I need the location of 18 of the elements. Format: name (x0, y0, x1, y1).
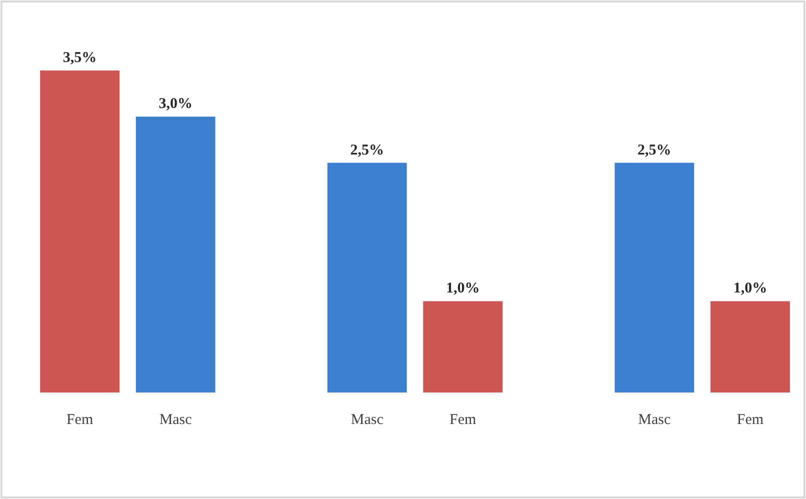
x-tick-label: Fem (450, 412, 477, 428)
bar (709, 300, 791, 394)
bar (422, 300, 504, 394)
data-label: 3,0% (158, 96, 192, 112)
x-tick-label: Masc (350, 412, 384, 428)
bar (326, 162, 408, 394)
x-tick-label: Fem (66, 412, 94, 428)
data-label: 2,5% (638, 142, 672, 158)
x-tick-label: Masc (638, 412, 672, 428)
x-tick-label: Masc (159, 412, 192, 428)
data-label: 3,5% (62, 50, 97, 66)
bar (134, 116, 216, 394)
data-label: 1,0% (733, 280, 768, 297)
bar (614, 162, 696, 394)
data-label: 2,5% (350, 142, 384, 158)
bar (39, 70, 121, 394)
data-label: 1,0% (446, 280, 480, 297)
x-tick-label: Fem (736, 412, 764, 428)
